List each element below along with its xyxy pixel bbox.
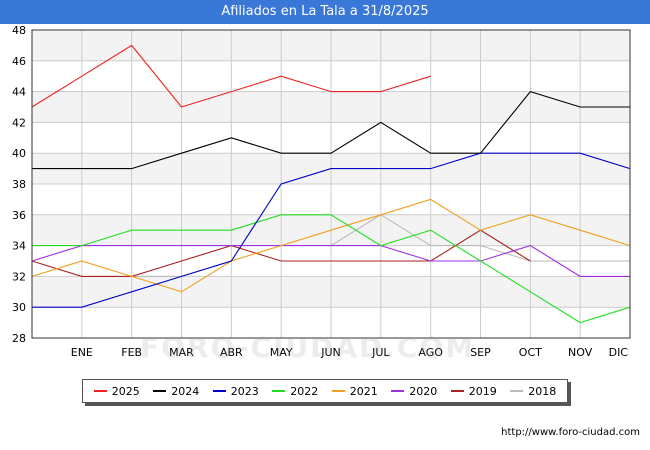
y-tick-label: 46	[12, 55, 26, 68]
legend-item: 2021	[331, 384, 378, 398]
y-tick-label: 28	[12, 332, 26, 345]
legend-label: 2020	[409, 384, 438, 398]
legend-swatch	[450, 390, 464, 392]
legend-item: 2020	[391, 385, 437, 398]
y-tick-label: 44	[12, 86, 26, 99]
series-line-2024	[32, 90, 630, 170]
legend-label: 2024	[171, 384, 200, 398]
y-tick-label: 30	[12, 301, 26, 314]
watermark-text: FORO-CIUDAD.COM	[140, 331, 476, 364]
x-tick-label: NOV	[568, 346, 593, 359]
x-tick-labels: ENE FEB MAR ABR MAY JUN JUL AGO SEP OCT NOV DIC	[71, 346, 629, 359]
series-line-2020	[31, 245, 630, 277]
legend-item: 2025	[93, 384, 140, 398]
legend-label: 2025	[111, 384, 140, 398]
legend-item: 2023	[212, 384, 259, 398]
y-tick-label: 38	[12, 178, 26, 191]
y-tick-label: 36	[12, 209, 26, 222]
legend-item: 2018	[510, 385, 556, 398]
legend-swatch	[153, 390, 167, 392]
legend-item: 2022	[272, 385, 318, 398]
x-tick-label: ENE	[71, 346, 93, 359]
series-line-2023	[32, 152, 631, 308]
x-tick-label: JUN	[320, 346, 341, 359]
legend-swatch	[331, 390, 345, 392]
y-tick-labels: 28 30 32 34 36 38 40 42 44 46 48	[12, 24, 26, 345]
chart-title: Afiliados en La Tala a 31/8/2025	[0, 0, 650, 24]
x-tick-label: ABR	[220, 346, 243, 359]
series-line-2021	[31, 198, 631, 293]
y-tick-label: 32	[12, 270, 26, 283]
source-url: http://www.foro-ciudad.com	[501, 427, 640, 438]
legend-label: 2023	[230, 384, 259, 398]
y-tick-label: 48	[12, 24, 26, 37]
legend-label: 2021	[349, 384, 378, 398]
series-line-2025	[31, 44, 431, 108]
x-tick-label: DIC	[609, 346, 629, 359]
x-tick-label: AGO	[418, 346, 443, 359]
legend-swatch	[510, 390, 524, 392]
legend-swatch	[93, 390, 107, 392]
legend-label: 2022	[290, 384, 319, 398]
x-tick-label: JUL	[371, 346, 390, 359]
legend-swatch	[212, 390, 226, 392]
legend-item: 2019	[450, 384, 497, 398]
x-tick-label: FEB	[121, 346, 142, 359]
legend-swatch	[272, 390, 286, 392]
legend-label: 2018	[528, 384, 557, 398]
series-lines	[31, 44, 631, 324]
y-tick-label: 42	[12, 116, 26, 129]
legend: 2025 2024 2023 2022 2021 2020 2019 2018	[82, 379, 568, 403]
x-tick-label: MAR	[169, 346, 194, 359]
y-tick-label: 34	[12, 240, 26, 253]
legend-item: 2024	[153, 385, 199, 398]
x-tick-label: OCT	[519, 346, 542, 359]
series-line-2022	[32, 214, 631, 324]
series-line-2019	[31, 229, 531, 277]
x-tick-label: SEP	[470, 346, 491, 359]
y-tick-label: 40	[12, 147, 26, 160]
legend-label: 2019	[468, 384, 497, 398]
legend-swatch	[391, 390, 405, 392]
x-tick-label: MAY	[270, 346, 293, 359]
plot-frame	[31, 29, 631, 339]
